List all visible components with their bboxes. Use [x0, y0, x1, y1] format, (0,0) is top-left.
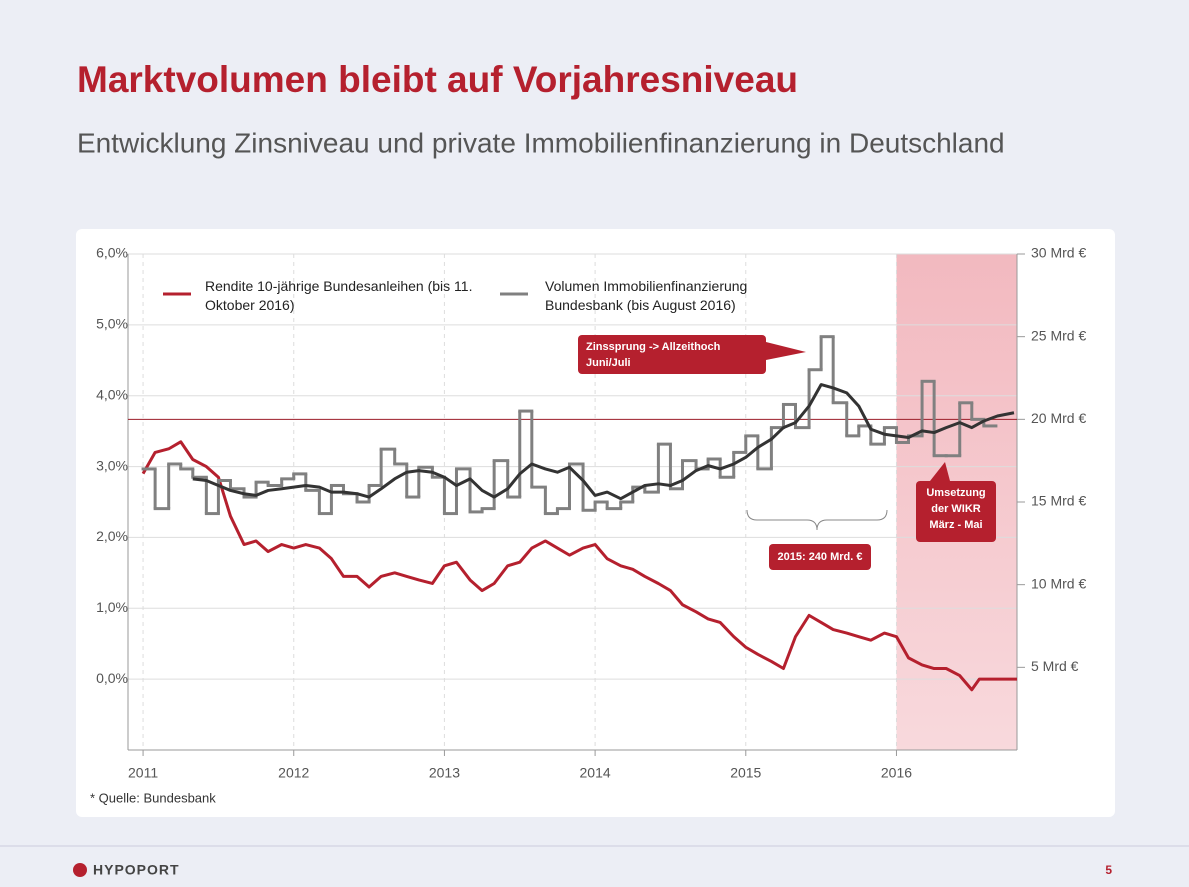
y-tick-label: 0,0%	[96, 670, 128, 686]
x-tick-label: 2016	[881, 765, 912, 781]
y2-tick-label: 10 Mrd €	[1031, 575, 1086, 591]
series-line	[192, 383, 1015, 501]
legend-entry: Volumen Immobilienfinanzierung Bundesban…	[545, 278, 748, 313]
page-number: 5	[1105, 863, 1112, 877]
x-tick-label: 2013	[429, 765, 460, 781]
brace	[746, 509, 888, 531]
y2-tick-label: 15 Mrd €	[1031, 493, 1086, 509]
x-tick-label: 2012	[278, 765, 309, 781]
annotation: Umsetzung der WIKR März - Mai	[916, 481, 996, 542]
chart-card	[76, 229, 1115, 817]
y-tick-label: 4,0%	[96, 386, 128, 402]
x-tick-label: 2011	[128, 765, 158, 781]
series-line	[141, 440, 1017, 692]
pointer	[766, 342, 806, 360]
legend-entry: Rendite 10-jährige Bundesanleihen (bis 1…	[205, 278, 473, 313]
y-tick-label: 2,0%	[96, 528, 128, 544]
slide-title: Marktvolumen bleibt auf Vorjahresniveau	[77, 59, 798, 100]
y-tick-label: 1,0%	[96, 599, 128, 615]
x-tick-label: 2014	[580, 765, 611, 781]
y-tick-label: 3,0%	[96, 457, 128, 473]
annotation: Zinssprung -> Allzeithoch Juni/Juli	[578, 335, 766, 374]
brand: HYPOPORT	[93, 862, 180, 878]
logo	[73, 863, 87, 877]
y2-tick-label: 25 Mrd €	[1031, 327, 1086, 343]
source: * Quelle: Bundesbank	[90, 790, 216, 805]
annotation: 2015: 240 Mrd. €	[769, 544, 871, 570]
y2-tick-label: 20 Mrd €	[1031, 410, 1086, 426]
y-tick-label: 5,0%	[96, 316, 128, 332]
pointer	[930, 462, 950, 481]
y-tick-label: 6,0%	[96, 245, 128, 261]
y2-tick-label: 30 Mrd €	[1031, 245, 1086, 261]
y2-tick-label: 5 Mrd €	[1031, 658, 1079, 674]
slide-subtitle: Entwicklung Zinsniveau und private Immob…	[77, 127, 1005, 158]
x-tick-label: 2015	[730, 765, 761, 781]
